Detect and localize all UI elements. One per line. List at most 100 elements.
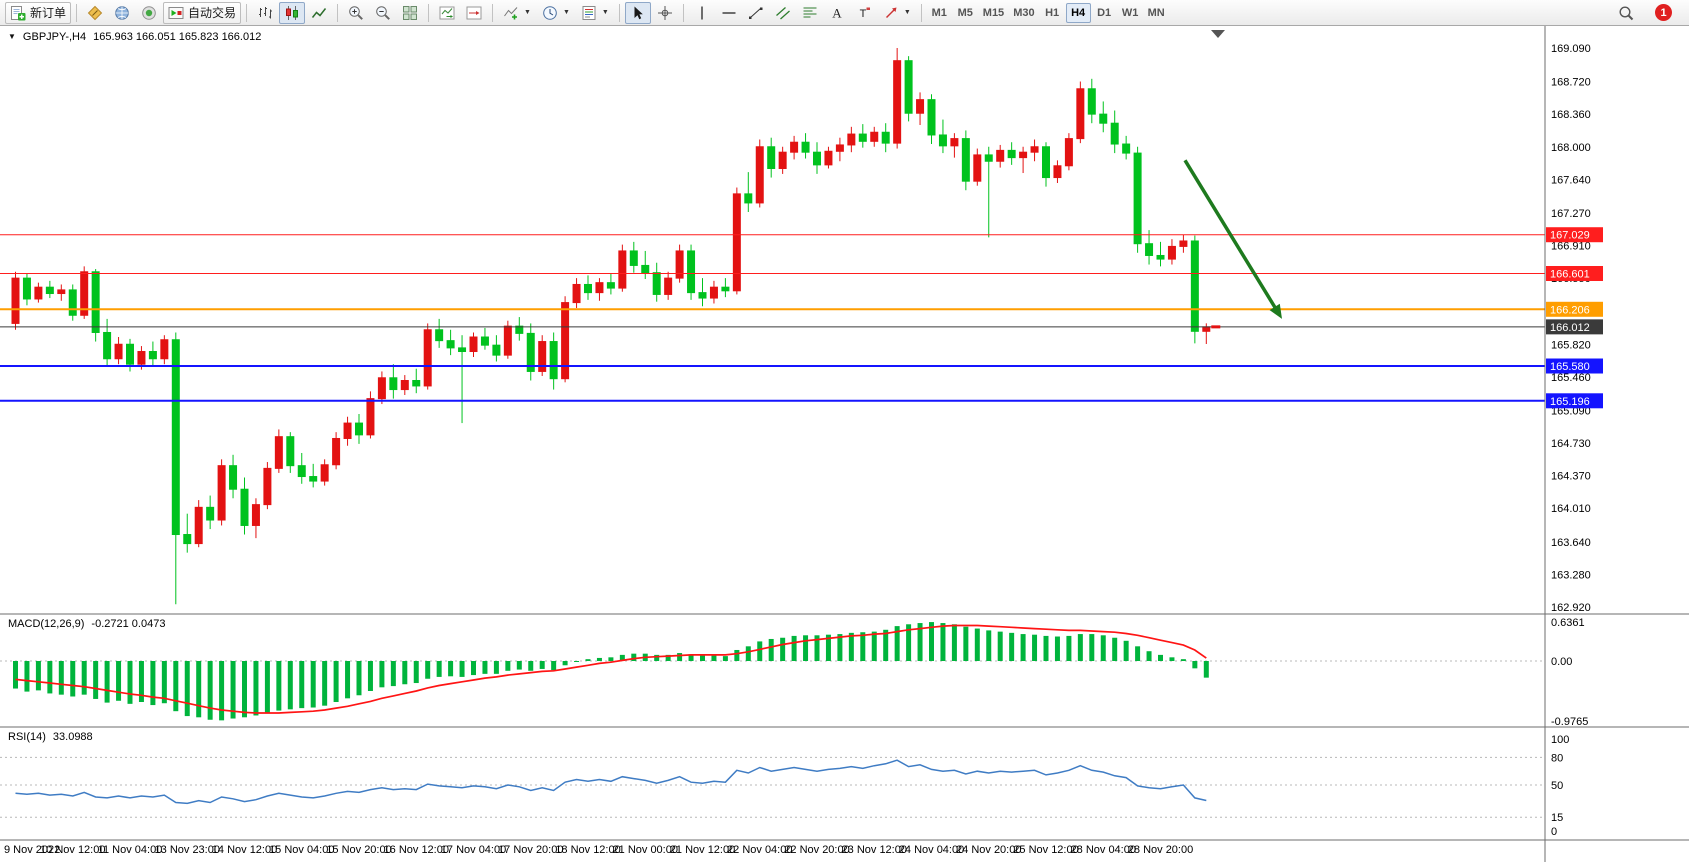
timeframe-button-m1[interactable]: M1 xyxy=(927,3,952,23)
fibonacci-tool-button[interactable] xyxy=(797,2,823,24)
indicators-icon xyxy=(503,5,519,21)
auto-scroll-button[interactable] xyxy=(434,2,460,24)
vertical-line-tool-button[interactable] xyxy=(689,2,715,24)
toolbar-separator xyxy=(337,3,339,22)
globe-icon xyxy=(114,5,130,21)
svg-text:22 Nov 04:00: 22 Nov 04:00 xyxy=(727,844,792,856)
svg-text:28 Nov 04:00: 28 Nov 04:00 xyxy=(1071,844,1136,856)
metaeditor-button[interactable] xyxy=(82,2,108,24)
svg-text:0.6361: 0.6361 xyxy=(1551,617,1585,629)
toolbar-separator xyxy=(920,3,922,22)
chart-shift-button[interactable] xyxy=(461,2,487,24)
svg-text:11 Nov 04:00: 11 Nov 04:00 xyxy=(98,844,163,856)
timeframe-button-w1[interactable]: W1 xyxy=(1118,3,1143,23)
candlestick-chart-button[interactable] xyxy=(279,1,306,24)
chevron-down-icon: ▼ xyxy=(903,9,911,16)
cursor-tool-button[interactable] xyxy=(624,1,651,24)
svg-text:100: 100 xyxy=(1551,734,1569,746)
line-chart-button[interactable] xyxy=(306,2,332,24)
channel-icon xyxy=(775,5,791,21)
svg-text:21 Nov 00:00: 21 Nov 00:00 xyxy=(613,844,678,856)
svg-text:165.460: 165.460 xyxy=(1551,372,1591,384)
macd-values: -0.2721 0.0473 xyxy=(91,618,166,630)
line-chart-icon xyxy=(311,5,327,21)
timeframe-button-m5[interactable]: M5 xyxy=(953,3,978,23)
ohlc-values: 165.963 166.051 165.823 166.012 xyxy=(93,31,262,43)
svg-text:18 Nov 12:00: 18 Nov 12:00 xyxy=(555,844,620,856)
svg-text:17 Nov 04:00: 17 Nov 04:00 xyxy=(441,844,506,856)
toolbar-separator xyxy=(682,3,684,22)
svg-text:167.640: 167.640 xyxy=(1551,174,1591,186)
svg-text:16 Nov 12:00: 16 Nov 12:00 xyxy=(384,844,449,856)
notification-badge[interactable]: 1 xyxy=(1655,4,1672,21)
timeframe-button-d1[interactable]: D1 xyxy=(1092,3,1117,23)
templates-icon xyxy=(581,5,597,21)
search-icon xyxy=(1618,5,1634,21)
record-button[interactable] xyxy=(136,2,162,24)
timeframe-button-mn[interactable]: MN xyxy=(1144,3,1169,23)
timeframe-button-h4[interactable]: H4 xyxy=(1065,2,1091,23)
tile-windows-icon xyxy=(402,5,418,21)
rsi-value: 33.0988 xyxy=(52,731,93,743)
crosshair-icon xyxy=(657,5,673,21)
svg-text:0.00: 0.00 xyxy=(1551,656,1572,668)
chevron-down-icon: ▼ xyxy=(524,9,531,16)
autotrading-icon xyxy=(168,5,184,21)
templates-button[interactable]: ▼ xyxy=(576,2,614,24)
svg-text:17 Nov 20:00: 17 Nov 20:00 xyxy=(498,844,563,856)
svg-text:T: T xyxy=(859,8,866,20)
text-tool-button[interactable]: A xyxy=(824,2,850,24)
vertical-line-icon xyxy=(694,5,710,21)
svg-text:15: 15 xyxy=(1551,812,1563,824)
timeframe-button-m15[interactable]: M15 xyxy=(979,3,1008,23)
label-tool-button[interactable]: T xyxy=(851,2,877,24)
svg-text:164.370: 164.370 xyxy=(1551,471,1591,483)
periods-button[interactable]: ▼ xyxy=(537,2,575,24)
rsi-label: RSI(14) xyxy=(8,731,46,743)
trendline-tool-button[interactable] xyxy=(743,2,769,24)
svg-text:166.012: 166.012 xyxy=(1550,322,1590,334)
toolbar-separator xyxy=(618,3,620,22)
svg-text:15 Nov 20:00: 15 Nov 20:00 xyxy=(326,844,391,856)
chart-legend: ▼ GBPJPY-,H4 165.963 166.051 165.823 166… xyxy=(8,31,261,43)
svg-text:25 Nov 12:00: 25 Nov 12:00 xyxy=(1013,844,1078,856)
timeframe-button-h1[interactable]: H1 xyxy=(1040,3,1065,23)
timeframe-group: M1 M5 M15 M30 H1 H4 D1 W1 MN xyxy=(927,2,1169,23)
toolbar-right-group: 1 xyxy=(1613,2,1684,24)
svg-text:168.360: 168.360 xyxy=(1551,109,1591,121)
tile-windows-button[interactable] xyxy=(397,2,423,24)
search-button[interactable] xyxy=(1613,2,1639,24)
chevron-down-icon: ▼ xyxy=(562,9,570,16)
autotrading-label: 自动交易 xyxy=(188,6,237,20)
community-button[interactable] xyxy=(109,2,135,24)
new-order-button[interactable]: 新订单 xyxy=(5,1,72,24)
svg-text:9 Nov 2022: 9 Nov 2022 xyxy=(4,844,60,856)
svg-text:28 Nov 20:00: 28 Nov 20:00 xyxy=(1128,844,1193,856)
channel-tool-button[interactable] xyxy=(770,2,796,24)
chevron-down-icon: ▼ xyxy=(601,9,609,16)
horizontal-line-tool-button[interactable] xyxy=(716,2,742,24)
svg-text:24 Nov 20:00: 24 Nov 20:00 xyxy=(956,844,1021,856)
autotrading-button[interactable]: 自动交易 xyxy=(163,1,242,24)
svg-text:10 Nov 12:00: 10 Nov 12:00 xyxy=(40,844,105,856)
record-icon xyxy=(141,5,157,21)
timeframe-button-m30[interactable]: M30 xyxy=(1009,3,1038,23)
metaeditor-icon xyxy=(87,5,103,21)
chart-shift-icon xyxy=(466,5,482,21)
indicators-button[interactable]: ▼ xyxy=(498,2,536,24)
zoom-in-button[interactable] xyxy=(343,2,369,24)
collapse-arrow-icon[interactable]: ▼ xyxy=(8,32,16,41)
bar-chart-button[interactable] xyxy=(252,2,278,24)
svg-text:0: 0 xyxy=(1551,826,1557,838)
toolbar-separator xyxy=(76,3,78,22)
svg-text:166.910: 166.910 xyxy=(1551,241,1591,253)
crosshair-tool-button[interactable] xyxy=(652,2,678,24)
svg-text:50: 50 xyxy=(1551,780,1563,792)
zoom-out-button[interactable] xyxy=(370,2,396,24)
svg-text:163.640: 163.640 xyxy=(1551,537,1591,549)
svg-text:-0.9765: -0.9765 xyxy=(1551,716,1588,728)
svg-text:166.206: 166.206 xyxy=(1550,304,1590,316)
arrows-tool-button[interactable]: ▼ xyxy=(878,2,916,24)
svg-text:167.029: 167.029 xyxy=(1550,230,1590,242)
